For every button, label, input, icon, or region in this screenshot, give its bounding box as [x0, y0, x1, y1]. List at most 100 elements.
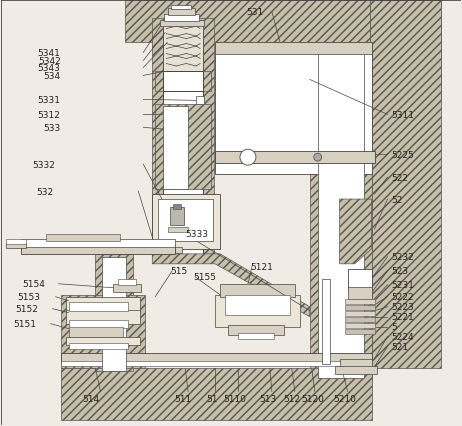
Bar — [163, 20, 203, 257]
Text: 5341: 5341 — [38, 49, 61, 58]
Text: 5110: 5110 — [224, 394, 247, 403]
Text: 5343: 5343 — [38, 64, 61, 73]
Text: 5154: 5154 — [23, 279, 46, 288]
Bar — [168, 9, 195, 16]
Bar — [345, 299, 375, 304]
Bar — [345, 305, 375, 310]
Text: 5342: 5342 — [38, 57, 61, 66]
Bar — [163, 20, 203, 72]
Bar — [215, 152, 375, 164]
Bar — [345, 311, 375, 316]
Bar — [170, 207, 184, 225]
Polygon shape — [152, 254, 310, 317]
Text: 523: 523 — [391, 267, 408, 276]
Bar — [322, 279, 330, 364]
Text: 5152: 5152 — [16, 305, 39, 314]
Text: 51: 51 — [207, 394, 218, 403]
Bar — [66, 310, 140, 324]
Bar — [334, 367, 377, 374]
Bar — [220, 284, 295, 297]
Text: 5: 5 — [391, 322, 397, 331]
Bar — [46, 234, 121, 242]
Text: 5155: 5155 — [193, 273, 216, 282]
Text: 5224: 5224 — [391, 332, 414, 341]
Bar — [113, 284, 141, 292]
Text: 5121: 5121 — [250, 263, 273, 272]
Polygon shape — [340, 199, 371, 264]
Text: 5331: 5331 — [37, 96, 61, 105]
Text: 5223: 5223 — [391, 302, 414, 311]
Bar — [61, 353, 371, 363]
Text: 52: 52 — [391, 195, 403, 204]
Text: 5333: 5333 — [185, 230, 208, 239]
Bar — [152, 19, 214, 257]
Bar — [238, 333, 274, 339]
Text: 522: 522 — [391, 173, 408, 182]
Text: 5312: 5312 — [38, 111, 61, 120]
Text: 5232: 5232 — [391, 253, 414, 262]
Text: 515: 515 — [170, 267, 188, 276]
Bar — [61, 368, 371, 420]
Bar — [68, 302, 128, 311]
Bar — [152, 248, 182, 253]
Bar — [61, 295, 145, 368]
Bar — [318, 50, 364, 379]
Bar — [96, 254, 134, 371]
Bar — [215, 43, 371, 175]
Bar — [370, 1, 441, 100]
Text: 514: 514 — [82, 394, 99, 403]
Text: 5222: 5222 — [391, 293, 414, 302]
Bar — [215, 295, 300, 327]
Bar — [68, 327, 123, 337]
Bar — [66, 297, 140, 312]
Bar — [370, 1, 441, 368]
Text: 5221: 5221 — [391, 312, 414, 321]
Bar — [155, 72, 211, 92]
Bar — [21, 239, 175, 248]
Bar — [347, 287, 371, 299]
Bar — [164, 14, 199, 22]
Bar — [118, 279, 136, 285]
Text: 532: 532 — [36, 187, 54, 196]
Bar — [152, 195, 220, 249]
Bar — [21, 245, 175, 254]
Bar — [163, 107, 188, 190]
Bar — [160, 20, 204, 26]
Text: 5332: 5332 — [33, 160, 55, 169]
Bar — [155, 105, 211, 190]
Text: 512: 512 — [283, 394, 300, 403]
Bar — [340, 359, 371, 368]
Text: 5210: 5210 — [333, 394, 356, 403]
Bar — [168, 227, 188, 233]
Bar — [173, 204, 181, 210]
Bar — [347, 269, 371, 289]
Bar — [310, 43, 371, 380]
Bar — [225, 295, 290, 315]
Bar — [6, 243, 26, 248]
Bar — [61, 361, 371, 367]
Bar — [345, 317, 375, 322]
Bar — [196, 97, 204, 105]
Text: 5225: 5225 — [391, 150, 414, 159]
Bar — [6, 239, 26, 245]
Bar — [68, 320, 128, 328]
Text: 521: 521 — [391, 342, 408, 351]
Bar — [125, 1, 439, 43]
Bar — [228, 325, 284, 335]
Text: 5311: 5311 — [391, 111, 414, 120]
Bar — [68, 343, 128, 349]
Circle shape — [240, 150, 256, 166]
Text: 534: 534 — [43, 72, 61, 81]
Bar — [340, 165, 371, 379]
Bar — [345, 323, 375, 328]
Text: 5151: 5151 — [14, 320, 36, 328]
Bar — [215, 43, 371, 55]
Bar — [66, 337, 140, 345]
Text: 5120: 5120 — [301, 394, 324, 403]
Bar — [163, 72, 203, 92]
Text: 533: 533 — [43, 124, 61, 132]
Text: 531: 531 — [246, 8, 263, 17]
Bar — [103, 257, 126, 371]
Bar — [171, 6, 191, 10]
Text: 513: 513 — [259, 394, 276, 403]
